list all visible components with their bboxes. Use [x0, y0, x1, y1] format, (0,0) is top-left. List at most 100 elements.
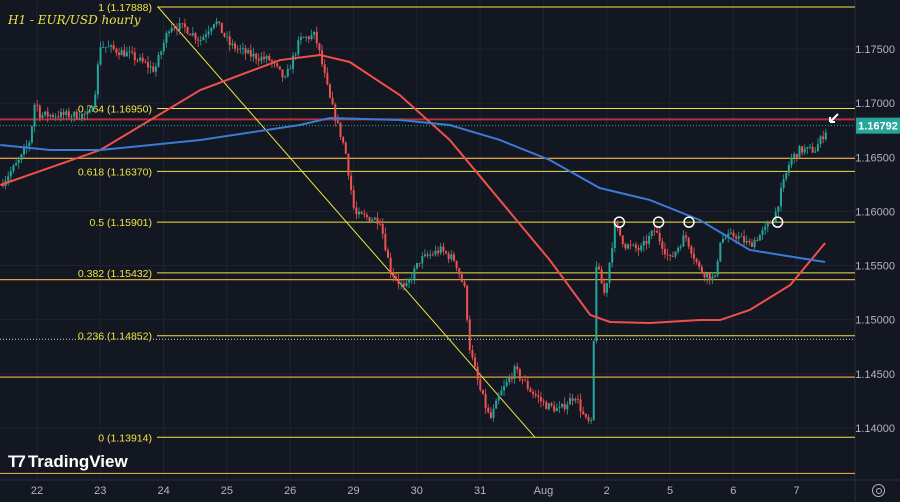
- candle-down: [487, 407, 490, 413]
- candle-down: [194, 33, 197, 40]
- candle-up: [592, 341, 595, 420]
- settings-icon[interactable]: [872, 484, 885, 497]
- candle-down: [315, 31, 318, 44]
- moving-average-red: [0, 53, 826, 324]
- candle-up: [15, 163, 18, 166]
- candle-down: [115, 48, 118, 53]
- candle-down: [471, 350, 474, 358]
- candle-up: [547, 403, 550, 410]
- candle-up: [107, 46, 110, 48]
- fib-trend-line: [157, 6, 536, 438]
- candle-up: [753, 240, 756, 248]
- candle-down: [603, 283, 606, 293]
- candle-up: [128, 51, 131, 53]
- candle-up: [294, 54, 297, 56]
- candle-down: [695, 258, 698, 262]
- candle-up: [450, 254, 453, 260]
- candle-down: [468, 319, 471, 351]
- candle-down: [600, 269, 603, 284]
- candle-up: [284, 76, 287, 78]
- candle-down: [437, 250, 440, 254]
- candle-down: [131, 51, 134, 53]
- x-tick-label: 23: [94, 485, 106, 497]
- candle-up: [413, 268, 416, 280]
- x-tick-label: 22: [31, 485, 43, 497]
- candle-down: [534, 394, 537, 396]
- x-tick-label: 7: [794, 485, 800, 497]
- candle-down: [276, 63, 279, 67]
- x-tick-label: 29: [347, 485, 359, 497]
- candle-up: [191, 33, 194, 36]
- candle-down: [516, 366, 519, 370]
- candle-down: [263, 56, 266, 60]
- candle-down: [442, 246, 445, 252]
- candle-down: [542, 401, 545, 403]
- candle-down: [133, 52, 136, 61]
- candle-up: [313, 31, 316, 36]
- candle-up: [627, 244, 630, 249]
- candle-up: [96, 64, 99, 95]
- candle-up: [595, 266, 598, 342]
- candle-down: [539, 397, 542, 402]
- y-tick-label: 1.17000: [855, 98, 895, 110]
- candle-up: [568, 398, 571, 405]
- candle-up: [120, 50, 123, 56]
- tradingview-logo-icon: T7: [8, 452, 26, 471]
- candle-up: [492, 408, 495, 419]
- candle-down: [458, 268, 461, 275]
- candle-up: [719, 242, 722, 262]
- candle-down: [67, 111, 70, 118]
- candle-down: [619, 227, 622, 236]
- candle-down: [621, 235, 624, 244]
- candle-up: [70, 116, 73, 118]
- candle-up: [41, 114, 44, 118]
- fib-level-label: 0 (1.13914): [98, 432, 152, 444]
- candle-down: [481, 389, 484, 395]
- tradingview-logo: T7 TradingView: [8, 452, 128, 472]
- touch-point-circle: [613, 216, 626, 228]
- candle-up: [611, 248, 614, 263]
- candle-down: [220, 22, 223, 34]
- candle-up: [78, 118, 81, 120]
- candle-up: [793, 153, 796, 158]
- candle-down: [576, 399, 579, 400]
- candle-down: [584, 413, 587, 418]
- candle-up: [819, 136, 822, 145]
- candle-up: [408, 279, 411, 283]
- candle-down: [181, 23, 184, 25]
- candle-down: [700, 266, 703, 274]
- candle-down: [189, 33, 192, 36]
- candle-up: [648, 235, 651, 244]
- candle-down: [666, 254, 669, 256]
- candle-up: [782, 179, 785, 188]
- candle-up: [766, 222, 769, 227]
- candle-up: [558, 407, 561, 408]
- candle-down: [579, 399, 582, 412]
- candle-down: [708, 273, 711, 281]
- candle-up: [265, 55, 268, 60]
- candle-up: [803, 148, 806, 153]
- candle-up: [44, 111, 47, 115]
- candle-down: [347, 153, 350, 176]
- candle-up: [88, 111, 91, 113]
- candle-down: [529, 388, 532, 392]
- candle-up: [764, 226, 767, 231]
- touch-point-circle: [771, 216, 784, 228]
- candle-up: [566, 404, 569, 410]
- candle-down: [466, 285, 469, 320]
- candle-up: [241, 48, 244, 49]
- candle-up: [608, 262, 611, 283]
- candle-down: [550, 403, 553, 406]
- candle-up: [247, 50, 250, 54]
- candle-up: [503, 386, 506, 391]
- candle-up: [260, 56, 263, 61]
- candle-up: [292, 55, 295, 69]
- candle-down: [365, 214, 368, 217]
- candle-down: [368, 216, 371, 222]
- candle-up: [99, 47, 102, 65]
- candle-down: [75, 111, 78, 119]
- candle-down: [62, 111, 65, 115]
- candle-up: [574, 399, 577, 401]
- candle-up: [54, 116, 57, 118]
